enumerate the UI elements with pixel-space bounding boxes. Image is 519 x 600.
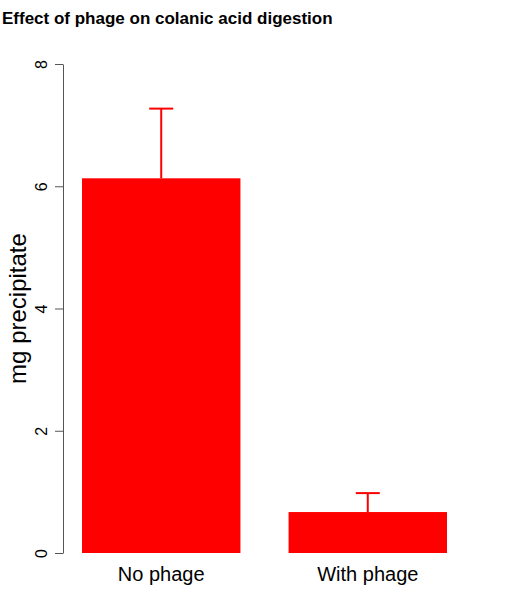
bar — [82, 178, 240, 553]
y-tick-mark — [55, 553, 63, 554]
plot-area — [82, 109, 447, 553]
x-tick: No phage — [118, 563, 205, 585]
y-tick-label: 8 — [33, 60, 50, 69]
y-tick-label: 0 — [33, 549, 50, 558]
error-bar-cap — [356, 492, 380, 494]
x-tick-label: With phage — [317, 563, 418, 585]
y-axis-title: mg precipitate — [4, 233, 31, 384]
title: Effect of phage on colanic acid digestio… — [2, 9, 333, 28]
y-tick-label: 4 — [33, 304, 50, 313]
chart: Effect of phage on colanic acid digestio… — [0, 0, 519, 600]
error-bar-stem — [367, 493, 369, 512]
error-bar — [356, 493, 380, 512]
error-bar — [149, 109, 173, 179]
bar — [289, 512, 447, 553]
error-bar-cap — [149, 108, 173, 110]
y-tick: 4 — [33, 304, 63, 313]
x-axis: No phage With phage — [118, 563, 419, 585]
y-tick-mark — [55, 431, 63, 432]
x-tick: With phage — [317, 563, 418, 585]
y-tick: 6 — [33, 182, 63, 191]
y-tick: 2 — [33, 427, 63, 436]
y-tick-mark — [55, 64, 63, 65]
y-axis: 0 2 4 6 8 — [33, 60, 64, 558]
y-tick-mark — [55, 186, 63, 187]
y-tick-mark — [55, 309, 63, 310]
y-tick: 0 — [33, 549, 63, 558]
error-bar-stem — [160, 109, 162, 179]
y-tick: 8 — [33, 60, 63, 69]
y-tick-label: 6 — [33, 182, 50, 191]
y-axis-line — [63, 65, 64, 554]
y-tick-label: 2 — [33, 427, 50, 436]
x-tick-label: No phage — [118, 563, 205, 585]
